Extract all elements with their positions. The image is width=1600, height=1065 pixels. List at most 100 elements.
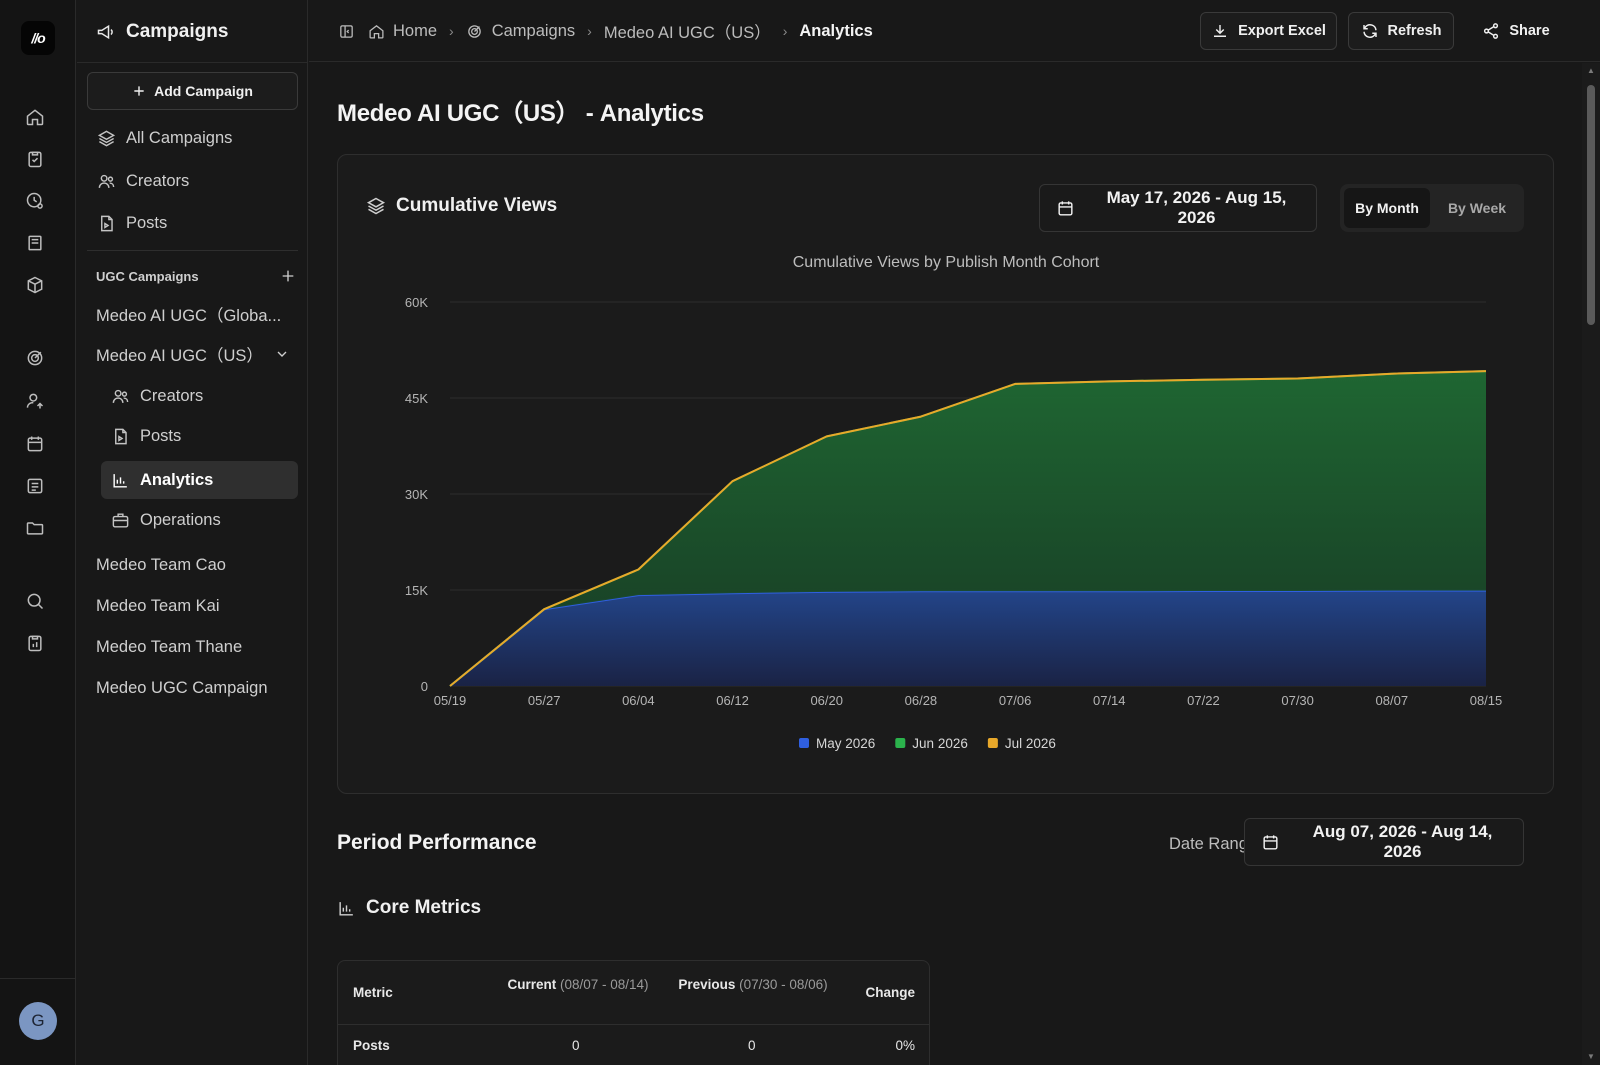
- megaphone-icon: [96, 22, 116, 42]
- area-jun-2026: [450, 371, 1486, 686]
- icon-rail: //o G: [0, 0, 76, 1065]
- campaign-label: Medeo UGC Campaign: [96, 678, 268, 697]
- sidebar-item-all-campaigns[interactable]: All Campaigns: [87, 120, 298, 156]
- sidebar-item-creators[interactable]: Creators: [87, 163, 298, 199]
- header-change: Change: [865, 985, 915, 1000]
- sidebar-item-posts[interactable]: Posts: [87, 205, 298, 241]
- breadcrumb: Home › Campaigns › Medeo AI UGC（US） › An…: [337, 18, 873, 44]
- sidebar-campaign-team-kai[interactable]: Medeo Team Kai: [87, 588, 298, 624]
- sidebar-subitem-creators[interactable]: Creators: [101, 378, 298, 414]
- x-tick-label: 08/07: [1376, 693, 1409, 708]
- rail-divider: [0, 978, 76, 979]
- period-date-range-picker[interactable]: Aug 07, 2026 - Aug 14, 2026: [1244, 818, 1524, 866]
- sidebar-campaign-team-cao[interactable]: Medeo Team Cao: [87, 547, 298, 583]
- list-icon[interactable]: [24, 475, 46, 497]
- sidebar-campaign-medeo-global[interactable]: Medeo AI UGC（Globa...: [87, 296, 298, 332]
- clock-settings-icon[interactable]: [24, 190, 46, 212]
- y-tick-label: 15K: [405, 583, 428, 598]
- ugc-campaigns-section: UGC Campaigns: [96, 266, 296, 286]
- sidebar-campaign-ugc[interactable]: Medeo UGC Campaign: [87, 670, 298, 706]
- main-scrollbar[interactable]: ▲ ▼: [1582, 63, 1600, 1065]
- sidebar-subitem-analytics[interactable]: Analytics: [101, 461, 298, 499]
- share-icon: [1482, 22, 1500, 40]
- briefcase-icon: [110, 510, 130, 530]
- y-tick-label: 0: [421, 679, 428, 694]
- sidebar-campaign-team-thane[interactable]: Medeo Team Thane: [87, 629, 298, 665]
- clipboard-check-icon[interactable]: [24, 148, 46, 170]
- home-icon[interactable]: [24, 106, 46, 128]
- share-button[interactable]: Share: [1466, 12, 1566, 50]
- chart-title: Cumulative Views by Publish Month Cohort: [793, 254, 1100, 271]
- user-arrow-icon[interactable]: [24, 390, 46, 412]
- layers-icon: [96, 128, 116, 148]
- package-icon[interactable]: [24, 274, 46, 296]
- refresh-icon: [1361, 22, 1379, 40]
- legend-item[interactable]: Jul 2026: [987, 736, 1056, 751]
- header-metric: Metric: [353, 985, 393, 1000]
- file-icon: [96, 213, 116, 233]
- sidebar-header-divider: [77, 62, 308, 63]
- search-icon[interactable]: [24, 590, 46, 612]
- calendar-icon[interactable]: [24, 433, 46, 455]
- legend-swatch: [895, 738, 906, 748]
- scroll-down-icon[interactable]: ▼: [1587, 1052, 1595, 1061]
- legend-item[interactable]: May 2026: [799, 736, 875, 751]
- main-content: Medeo AI UGC（US） - Analytics Cumulative …: [309, 63, 1582, 1065]
- legend-item[interactable]: Jun 2026: [895, 736, 968, 751]
- sidebar-campaign-medeo-us[interactable]: Medeo AI UGC（US）: [87, 336, 298, 372]
- period-performance-title: Period Performance: [337, 831, 537, 854]
- series-line-jul-2026: [449, 370, 1487, 687]
- cumulative-views-card: Cumulative Views May 17, 2026 - Aug 15, …: [337, 154, 1554, 794]
- breadcrumb-campaigns[interactable]: Campaigns: [466, 22, 575, 41]
- scroll-thumb[interactable]: [1587, 85, 1595, 325]
- users-icon: [96, 171, 116, 191]
- sidebar-toggle-icon[interactable]: [337, 22, 355, 40]
- legend-label: Jul 2026: [1005, 736, 1056, 751]
- chevron-right-icon: ›: [449, 23, 454, 39]
- sidebar-header: Campaigns: [96, 19, 228, 45]
- header-current: Current (08/07 - 08/14): [498, 975, 658, 994]
- table-header: [338, 961, 929, 1025]
- header-current-range: (08/07 - 08/14): [559, 977, 649, 992]
- sidebar-subitem-posts[interactable]: Posts: [101, 418, 298, 454]
- chevron-down-icon[interactable]: [274, 346, 290, 362]
- card-title: Cumulative Views: [366, 195, 557, 217]
- calendar-icon: [1056, 199, 1075, 218]
- sidebar-item-label: Analytics: [140, 470, 214, 489]
- app-logo[interactable]: //o: [21, 21, 55, 55]
- campaign-sidebar: Campaigns Add Campaign All Campaigns Cre…: [77, 0, 308, 1065]
- core-metrics-title: Core Metrics: [337, 897, 481, 919]
- x-tick-label: 05/19: [434, 693, 467, 708]
- clipboard-chart-icon[interactable]: [24, 632, 46, 654]
- card-title-text: Cumulative Views: [396, 195, 558, 216]
- add-ugc-campaign-icon[interactable]: [280, 268, 296, 284]
- cumulative-views-chart: Cumulative Views by Publish Month Cohort…: [405, 254, 1502, 751]
- breadcrumb-home-label: Home: [393, 21, 438, 40]
- toggle-by-week[interactable]: By Week: [1447, 200, 1507, 216]
- x-tick-label: 07/22: [1187, 693, 1220, 708]
- breadcrumb-home[interactable]: Home: [367, 22, 437, 41]
- legend-label: Jun 2026: [912, 736, 968, 751]
- export-excel-button[interactable]: Export Excel: [1200, 12, 1337, 50]
- chart-date-range-picker[interactable]: May 17, 2026 - Aug 15, 2026: [1039, 184, 1317, 232]
- sidebar-item-label: All Campaigns: [126, 128, 233, 147]
- book-icon[interactable]: [24, 232, 46, 254]
- bar-chart-icon: [337, 899, 356, 918]
- x-tick-label: 06/12: [716, 693, 749, 708]
- breadcrumb-campaign[interactable]: Medeo AI UGC（US）: [604, 19, 771, 43]
- toggle-by-month[interactable]: By Month: [1344, 188, 1430, 228]
- folder-icon[interactable]: [24, 517, 46, 539]
- x-tick-label: 06/04: [622, 693, 655, 708]
- top-bar: Home › Campaigns › Medeo AI UGC（US） › An…: [309, 0, 1600, 62]
- scroll-up-icon[interactable]: ▲: [1587, 66, 1595, 75]
- bar-chart-icon: [110, 470, 130, 490]
- user-avatar[interactable]: G: [19, 1002, 57, 1040]
- sidebar-item-label: Creators: [140, 386, 204, 405]
- y-tick-label: 60K: [405, 295, 428, 310]
- row-previous: 0: [748, 1038, 756, 1053]
- add-campaign-button[interactable]: Add Campaign: [87, 72, 298, 110]
- refresh-button[interactable]: Refresh: [1348, 12, 1454, 50]
- chart-date-range-label: May 17, 2026 - Aug 15, 2026: [1106, 188, 1287, 227]
- sidebar-subitem-operations[interactable]: Operations: [101, 502, 298, 538]
- target-icon[interactable]: [24, 347, 46, 369]
